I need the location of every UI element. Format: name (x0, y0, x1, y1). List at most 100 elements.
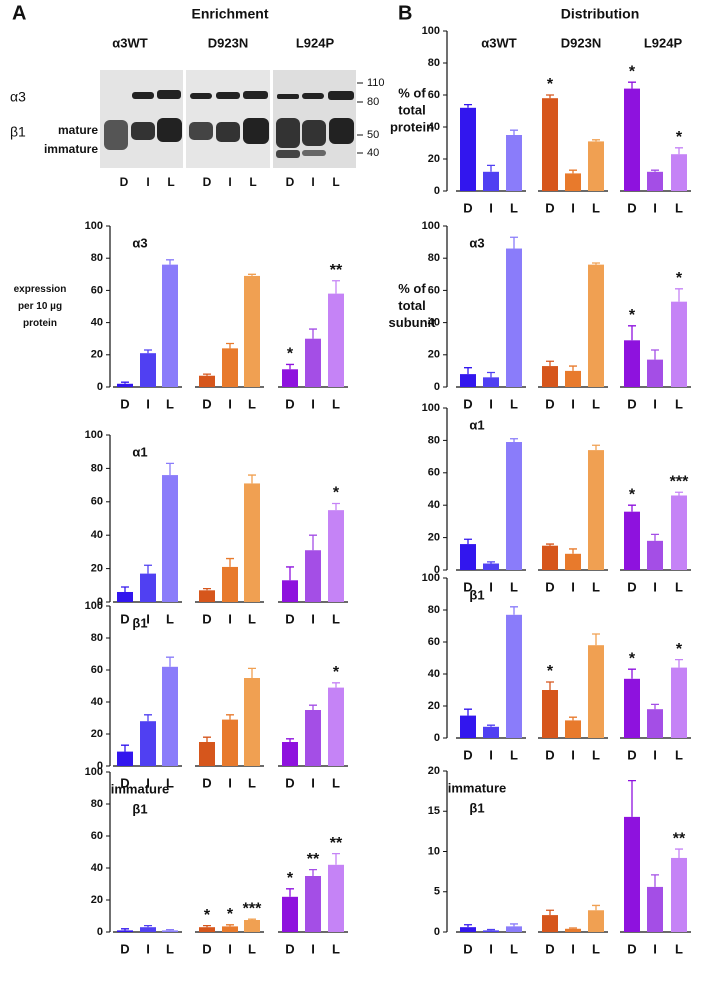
error-bar (248, 667, 256, 678)
error-bar (592, 904, 600, 911)
bar (140, 927, 156, 932)
panel-title: Distribution (561, 6, 640, 22)
error-bar (592, 262, 600, 265)
significance: * (333, 664, 340, 681)
bar (140, 721, 156, 766)
bar (117, 930, 133, 932)
lane-label: I (228, 175, 231, 189)
error-bar (203, 736, 211, 742)
y-tick-label: 100 (85, 220, 103, 232)
group-label: D923N (561, 35, 601, 50)
bands (104, 90, 354, 158)
bar (565, 928, 581, 932)
x-tick-label: D (627, 941, 636, 956)
error-bar (286, 738, 294, 742)
error-bar (651, 349, 659, 360)
error-bar (510, 923, 518, 927)
error-bar (121, 381, 129, 384)
bar (483, 377, 499, 387)
bar (222, 926, 238, 932)
x-tick-label: L (510, 941, 518, 956)
bar (328, 687, 344, 766)
y-tick-label: 100 (422, 572, 440, 584)
error-bar (487, 371, 495, 378)
error-bar (510, 606, 518, 615)
y-tick-label: 60 (91, 284, 103, 296)
y-tick-label: 80 (91, 632, 103, 644)
x-tick-label: I (311, 941, 315, 956)
bar (647, 171, 663, 191)
x-tick-label: I (571, 396, 575, 411)
significance: * (287, 870, 294, 887)
error-bar (592, 633, 600, 646)
x-tick-label: L (248, 941, 256, 956)
lane-label: L (249, 175, 256, 189)
error-bar (628, 780, 636, 817)
x-tick-label: D (545, 941, 554, 956)
error-bar (569, 365, 577, 371)
y-tick-label: 60 (91, 496, 103, 508)
error-bar (464, 708, 472, 716)
bar (460, 544, 476, 570)
mw-ticks (357, 82, 363, 154)
x-tick-label: D (545, 396, 554, 411)
error-bar (144, 924, 152, 928)
bar (647, 540, 663, 570)
group-label: L924P (644, 35, 683, 50)
error-bar (144, 714, 152, 722)
y-tick-label: 40 (428, 121, 440, 133)
bar (117, 751, 133, 766)
x-tick-label: D (202, 611, 211, 626)
error-bar (628, 325, 636, 341)
x-tick-label: D (545, 579, 554, 594)
bar (244, 275, 260, 387)
error-bar (569, 169, 577, 174)
bar (483, 930, 499, 932)
error-bar (226, 342, 234, 349)
y-tick-label: 80 (428, 604, 440, 616)
chart-title: β1 (469, 587, 484, 602)
x-tick-label: D (202, 775, 211, 790)
bar (140, 353, 156, 387)
group-label: α3WT (112, 35, 147, 50)
bar (282, 742, 298, 766)
y-axis-label: total (398, 298, 425, 313)
chart-title: β1 (469, 800, 484, 815)
y-tick-label: 80 (428, 252, 440, 264)
x-tick-label: L (592, 941, 600, 956)
chart-title: immature (448, 780, 507, 795)
x-tick-label: D (545, 200, 554, 215)
y-tick-label: 60 (428, 636, 440, 648)
x-tick-label: I (489, 941, 493, 956)
x-tick-label: I (489, 579, 493, 594)
x-tick-label: D (120, 775, 129, 790)
error-bar (592, 444, 600, 451)
bar (162, 930, 178, 932)
x-tick-label: I (146, 611, 150, 626)
x-tick-label: L (675, 396, 683, 411)
significance: * (629, 650, 636, 667)
y-tick-label: 40 (91, 862, 103, 874)
significance: * (227, 906, 234, 923)
x-tick-label: I (653, 200, 657, 215)
x-tick-label: D (202, 396, 211, 411)
error-bar (203, 373, 211, 376)
error-bar (226, 924, 234, 927)
chart-title: α3 (132, 235, 147, 250)
y-tick-label: 10 (428, 845, 440, 857)
bar (328, 510, 344, 602)
bar (588, 645, 604, 738)
x-tick-label: D (463, 396, 472, 411)
bar (244, 483, 260, 602)
x-tick-label: I (489, 396, 493, 411)
error-bar (592, 139, 600, 142)
error-bar (510, 236, 518, 249)
error-bar (248, 273, 256, 276)
x-tick-label: L (510, 579, 518, 594)
bar (199, 590, 215, 602)
x-tick-label: L (675, 200, 683, 215)
error-bar (628, 81, 636, 89)
x-tick-label: L (510, 396, 518, 411)
error-bar (546, 543, 554, 546)
error-bar (675, 491, 683, 496)
